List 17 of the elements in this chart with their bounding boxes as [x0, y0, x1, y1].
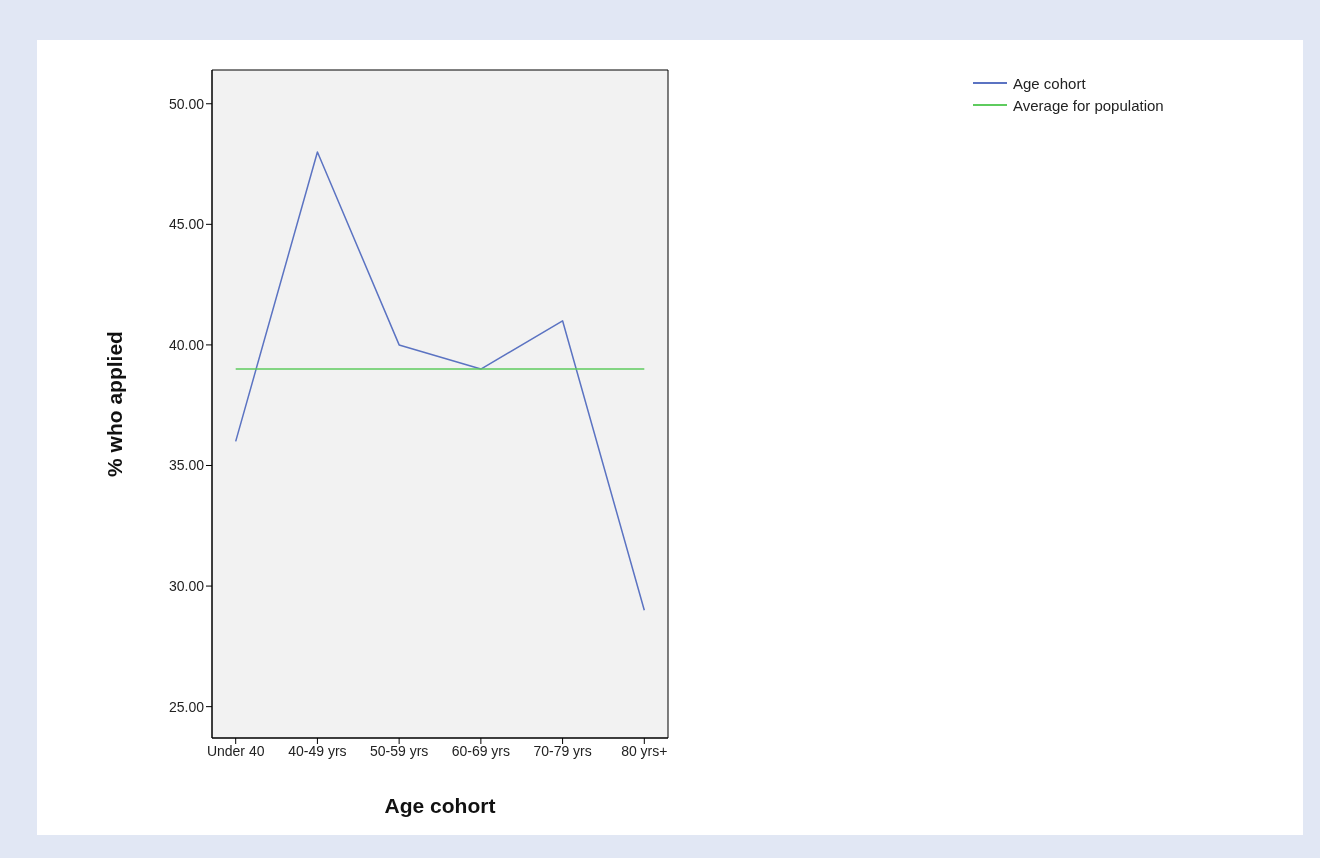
x-tick-label: 80 yrs+ — [621, 742, 668, 759]
y-tick-label: 40.00 — [168, 336, 205, 353]
line-series — [234, 151, 646, 611]
y-axis-title: % who applied — [103, 331, 127, 477]
legend-label: Average for population — [1013, 96, 1164, 114]
y-tick-label: 45.00 — [168, 216, 205, 233]
x-tick-label: 70-79 yrs — [533, 742, 592, 759]
x-tick-label: Under 40 — [206, 742, 265, 759]
y-tick-label: 50.00 — [168, 95, 205, 112]
x-axis-title: Age cohort — [384, 794, 496, 817]
x-tick-label: 50-59 yrs — [369, 742, 429, 759]
legend-label: Age cohort — [1013, 74, 1086, 92]
y-tick-label: 35.00 — [168, 457, 205, 474]
x-tick-label: 40-49 yrs — [288, 742, 347, 759]
y-tick-label: 30.00 — [168, 578, 205, 595]
y-tick-label: 25.00 — [168, 698, 205, 715]
x-tick-label: 60-69 yrs — [451, 742, 511, 759]
